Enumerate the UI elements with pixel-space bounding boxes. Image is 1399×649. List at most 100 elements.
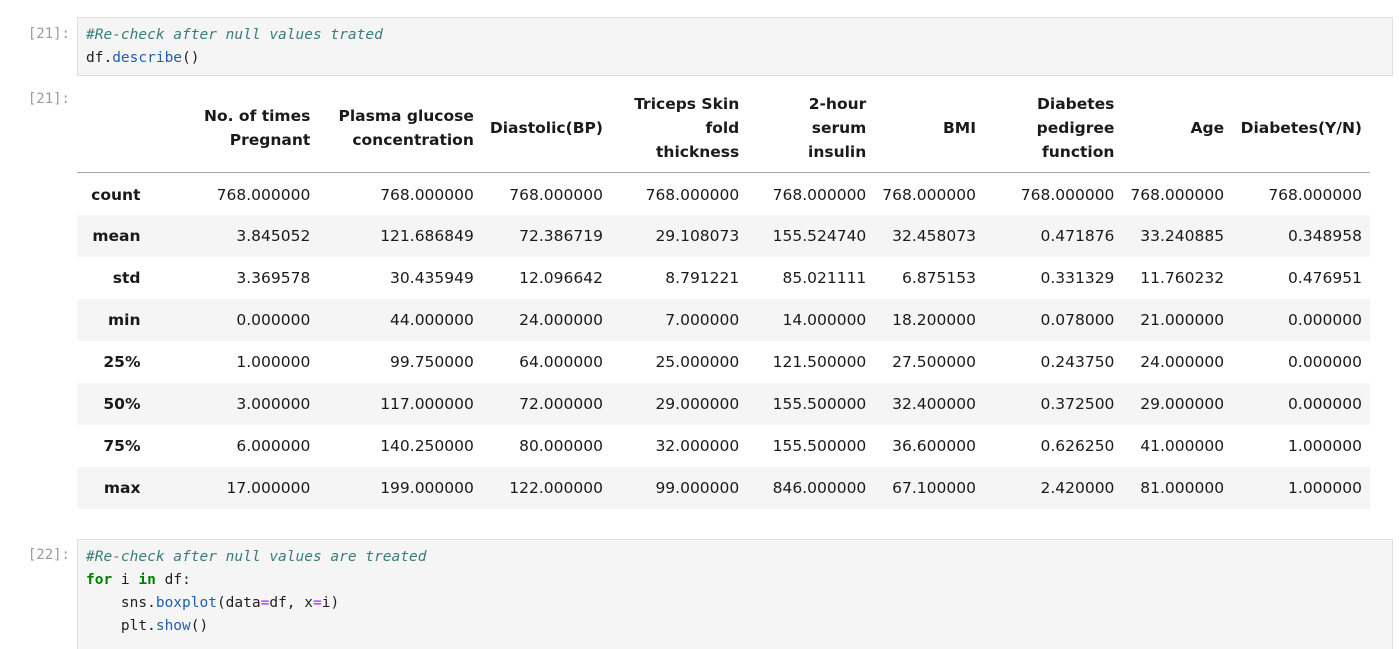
table-cell: 21.000000 xyxy=(1140,310,1225,329)
code-token: show xyxy=(155,618,191,634)
code-token: df xyxy=(86,50,104,66)
table-cell: 29.108073 xyxy=(655,226,740,245)
code-token: describe xyxy=(112,50,183,66)
row-label: min xyxy=(108,310,141,329)
table-cell: 846.000000 xyxy=(772,478,867,497)
table-cell: 6.875153 xyxy=(902,268,976,287)
code-editor[interactable]: #Re-check after null values trated df.de… xyxy=(77,17,1393,76)
table-cell: 768.000000 xyxy=(882,185,976,204)
table-cell: 29.000000 xyxy=(1140,394,1225,413)
table-cell: 1.000000 xyxy=(1288,436,1362,455)
describe-output: No. of times Pregnant Plasma glucose con… xyxy=(77,83,1370,509)
column-header: No. of times Pregnant xyxy=(148,83,319,173)
row-label: 75% xyxy=(103,436,141,455)
table-cell: 12.096642 xyxy=(519,268,603,287)
code-token: i xyxy=(112,572,139,588)
table-cell: 0.000000 xyxy=(236,310,311,329)
row-label: 50% xyxy=(103,394,141,413)
table-cell: 30.435949 xyxy=(390,268,474,287)
table-cell: 25.000000 xyxy=(655,352,740,371)
output-prompt: [21]: xyxy=(27,91,70,107)
table-cell: 768.000000 xyxy=(772,185,867,204)
table-cell: 199.000000 xyxy=(380,478,474,497)
table-cell: 768.000000 xyxy=(380,185,474,204)
code-token: plt. xyxy=(86,618,156,634)
table-cell: 768.000000 xyxy=(1020,185,1115,204)
table-cell: 3.845052 xyxy=(236,226,311,245)
table-cell: 121.686849 xyxy=(380,226,474,245)
column-header: Plasma glucose concentration xyxy=(318,83,482,173)
table-cell: 768.000000 xyxy=(216,185,311,204)
table-cell: 11.760232 xyxy=(1140,268,1225,287)
code-token: = xyxy=(313,595,322,611)
table-cell: 1.000000 xyxy=(236,352,311,371)
table-cell: 155.524740 xyxy=(772,226,867,245)
table-cell: 6.000000 xyxy=(236,436,311,455)
table-cell: 0.078000 xyxy=(1040,310,1115,329)
row-label: count xyxy=(91,185,141,204)
table-cell: 768.000000 xyxy=(1130,185,1225,204)
column-header: Diabetes(Y/N) xyxy=(1232,83,1370,173)
table-row: mean 3.845052 121.686849 72.386719 29.10… xyxy=(77,214,1370,257)
code-editor[interactable]: #Re-check after null values are treated … xyxy=(77,539,1393,649)
table-cell: 72.000000 xyxy=(519,394,603,413)
row-label: 25% xyxy=(103,352,141,371)
table-cell: 3.000000 xyxy=(236,394,311,413)
table-cell: 80.000000 xyxy=(519,436,603,455)
table-cell: 17.000000 xyxy=(226,478,311,497)
table-cell: 29.000000 xyxy=(655,394,740,413)
code-token: in xyxy=(138,572,156,588)
table-cell: 3.369578 xyxy=(236,268,311,287)
table-cell: 99.750000 xyxy=(390,352,474,371)
table-cell: 24.000000 xyxy=(519,310,603,329)
table-cell: 0.471876 xyxy=(1040,226,1115,245)
table-cell: 32.458073 xyxy=(892,226,976,245)
table-row: count 768.000000 768.000000 768.000000 7… xyxy=(77,173,1370,215)
input-prompt: [22]: xyxy=(27,547,70,563)
code-token: () xyxy=(182,50,200,66)
table-cell: 32.000000 xyxy=(655,436,740,455)
table-cell: 0.476951 xyxy=(1288,268,1362,287)
code-token: df, x xyxy=(269,595,313,611)
code-comment: #Re-check after null values are treated xyxy=(86,549,427,565)
table-cell: 24.000000 xyxy=(1140,352,1225,371)
index-header xyxy=(77,83,149,173)
table-cell: 140.250000 xyxy=(380,436,474,455)
table-cell: 1.000000 xyxy=(1288,478,1362,497)
table-cell: 0.331329 xyxy=(1040,268,1115,287)
table-cell: 0.243750 xyxy=(1040,352,1115,371)
column-header: Diastolic(BP) xyxy=(481,83,611,173)
input-prompt: [21]: xyxy=(27,26,70,42)
table-cell: 99.000000 xyxy=(655,478,740,497)
table-cell: 122.000000 xyxy=(509,478,603,497)
table-cell: 0.000000 xyxy=(1288,310,1362,329)
code-token: = xyxy=(260,595,270,611)
table-cell: 155.500000 xyxy=(772,394,867,413)
column-header: BMI xyxy=(874,83,984,173)
column-header: Diabetes pedigree function xyxy=(983,83,1123,173)
table-cell: 8.791221 xyxy=(665,268,740,287)
table-cell: 0.372500 xyxy=(1040,394,1115,413)
code-token: df: xyxy=(155,572,191,588)
table-cell: 85.021111 xyxy=(782,268,867,287)
table-row: min 0.000000 44.000000 24.000000 7.00000… xyxy=(77,298,1370,341)
table-cell: 33.240885 xyxy=(1140,226,1225,245)
table-cell: 768.000000 xyxy=(1268,185,1362,204)
table-cell: 27.500000 xyxy=(892,352,976,371)
describe-table: No. of times Pregnant Plasma glucose con… xyxy=(77,83,1370,509)
table-cell: 768.000000 xyxy=(509,185,603,204)
table-cell: 768.000000 xyxy=(645,185,740,204)
row-label: mean xyxy=(92,226,141,245)
table-cell: 0.000000 xyxy=(1288,352,1362,371)
table-cell: 67.100000 xyxy=(892,478,976,497)
column-header: 2-hour serum insulin xyxy=(747,83,875,173)
table-cell: 18.200000 xyxy=(892,310,976,329)
table-row: 75% 6.000000 140.250000 80.000000 32.000… xyxy=(77,425,1370,467)
table-cell: 121.500000 xyxy=(772,352,867,371)
table-header-row: No. of times Pregnant Plasma glucose con… xyxy=(77,83,1370,173)
table-cell: 0.000000 xyxy=(1288,394,1362,413)
table-row: std 3.369578 30.435949 12.096642 8.79122… xyxy=(77,257,1370,299)
table-cell: 155.500000 xyxy=(772,436,867,455)
column-header: Triceps Skin fold thickness xyxy=(610,83,748,173)
code-token: i) xyxy=(321,595,340,611)
